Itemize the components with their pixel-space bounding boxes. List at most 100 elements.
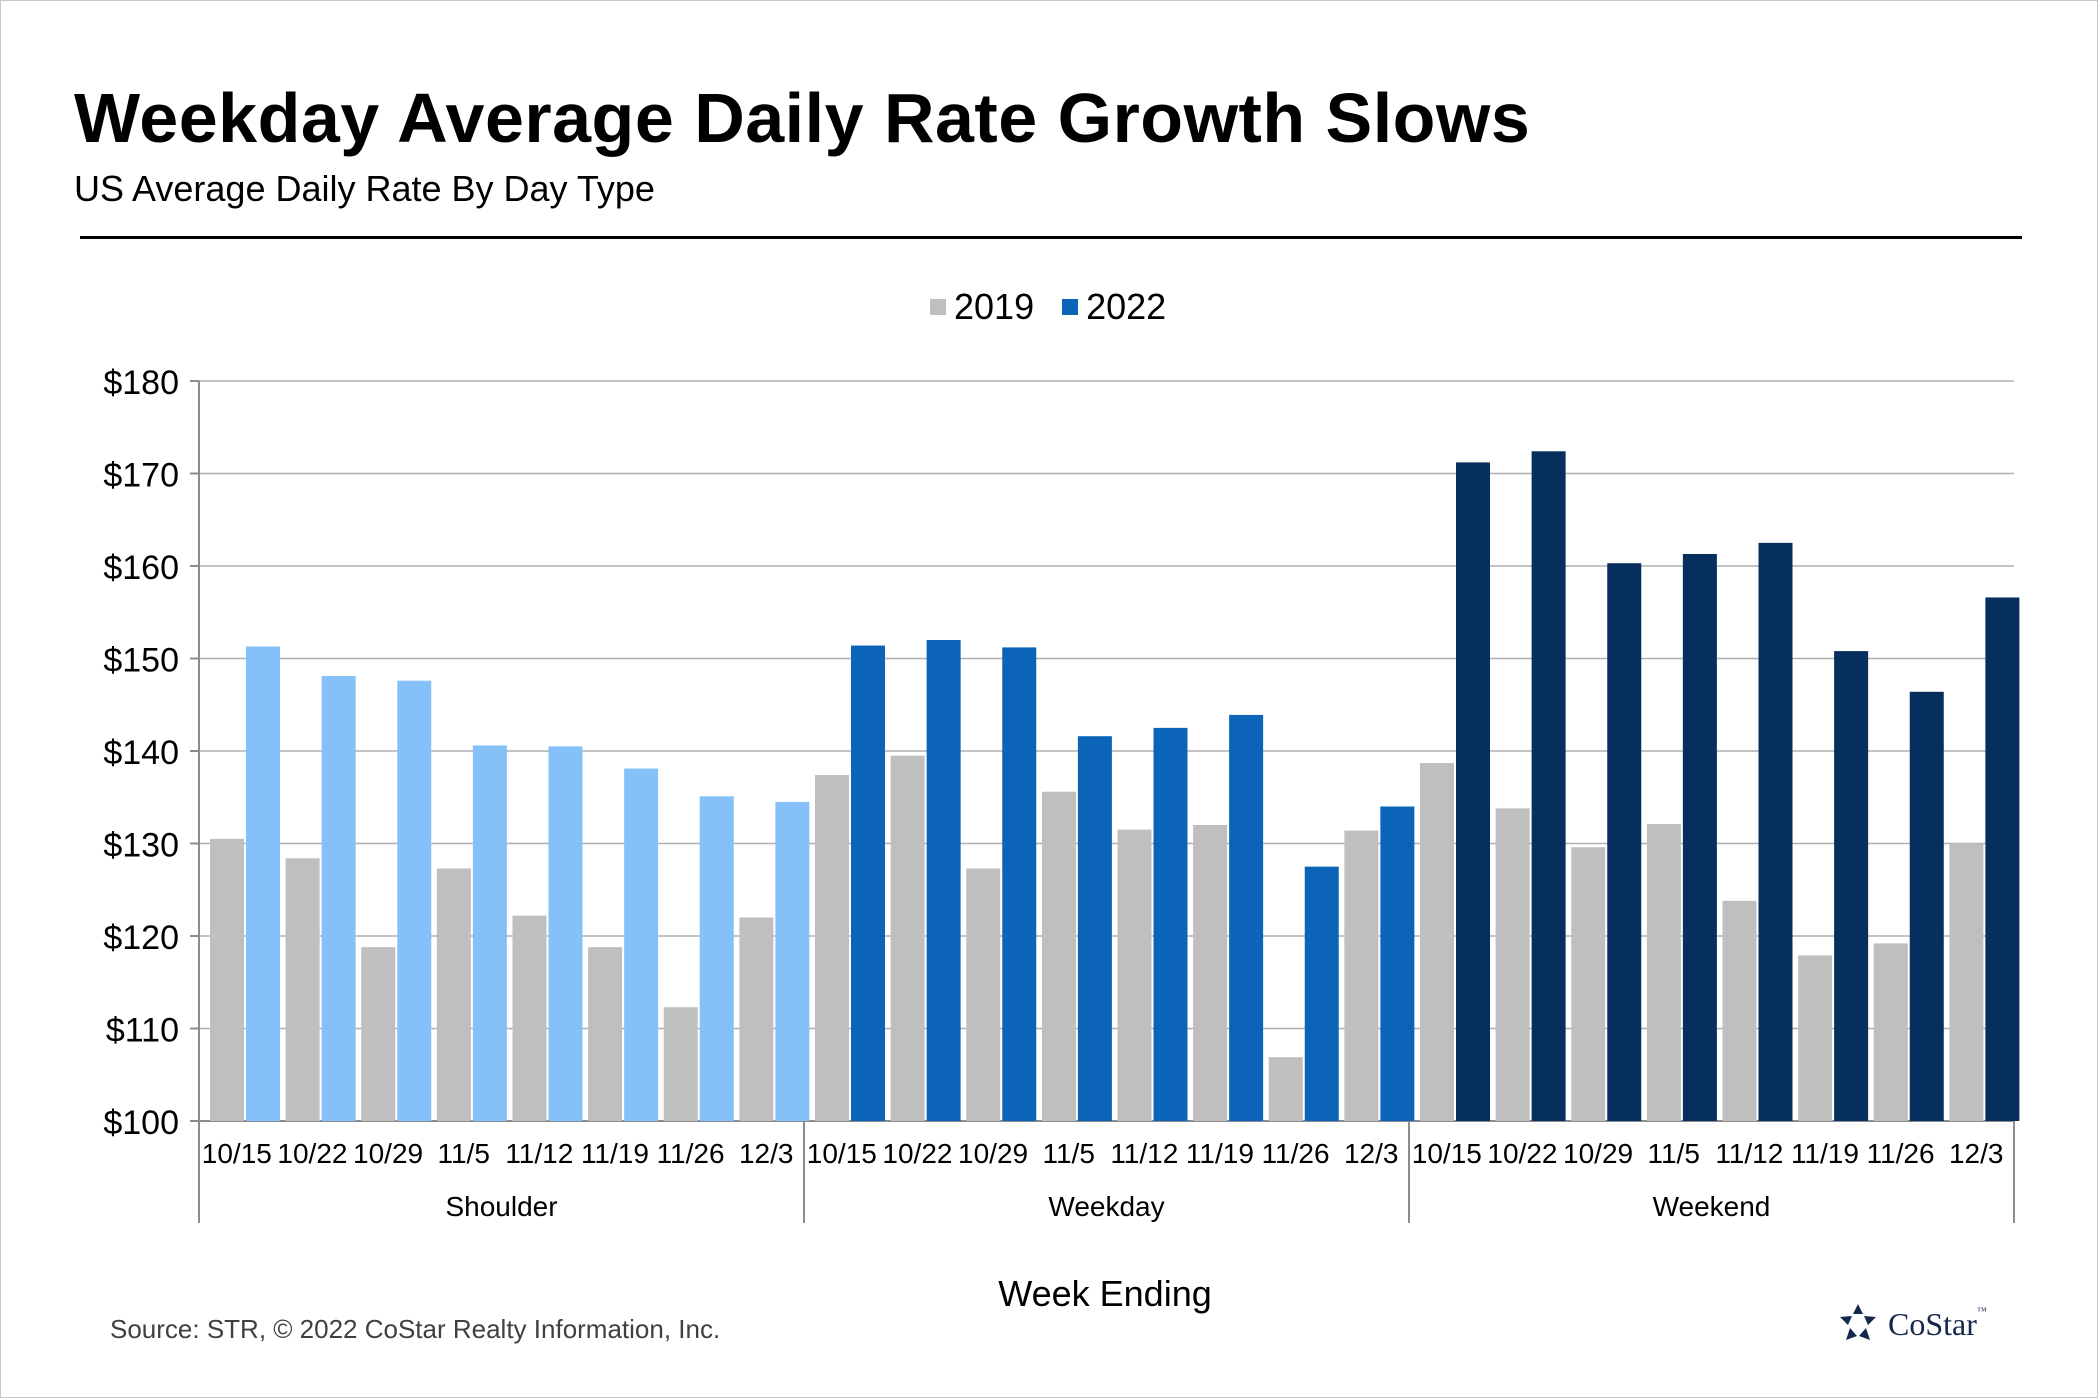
- bar-2019: [285, 858, 320, 1121]
- bar-2022: [1909, 691, 1944, 1121]
- source-note: Source: STR, © 2022 CoStar Realty Inform…: [110, 1314, 721, 1344]
- bar-2022: [1077, 736, 1112, 1121]
- bar-2019: [1722, 900, 1757, 1121]
- bar-2022: [472, 745, 507, 1121]
- legend-label-2019: 2019: [954, 286, 1035, 327]
- bar-2019: [1117, 829, 1152, 1121]
- bar-2022: [1531, 451, 1566, 1121]
- bar-2022: [775, 801, 810, 1121]
- x-tick-label: 10/29: [353, 1138, 423, 1169]
- group-label: Weekend: [1653, 1191, 1771, 1222]
- bar-2019: [1420, 763, 1454, 1121]
- y-tick-label: $170: [103, 457, 179, 495]
- x-tick-label: 10/29: [1563, 1138, 1633, 1169]
- y-tick-label: $150: [103, 642, 179, 680]
- bar-2019: [210, 838, 244, 1121]
- x-tick-label: 11/19: [1186, 1138, 1254, 1169]
- logo-text: CoStar™: [1888, 1306, 1987, 1343]
- bar-2022: [1758, 542, 1793, 1121]
- x-tick-label: 11/5: [437, 1138, 489, 1169]
- x-tick-label: 11/12: [1715, 1138, 1783, 1169]
- title-divider: [80, 236, 2022, 239]
- bar-2019: [739, 917, 774, 1121]
- legend-item-2019: 2019: [930, 286, 1034, 328]
- bar-2019: [815, 775, 849, 1121]
- x-tick-label: 10/22: [882, 1138, 952, 1169]
- bar-2022: [1380, 806, 1415, 1121]
- bar-2019: [1344, 830, 1379, 1121]
- bar-2019: [1646, 824, 1681, 1121]
- x-tick-label: 11/19: [581, 1138, 649, 1169]
- legend: 2019 2022: [930, 286, 1194, 328]
- costar-star-icon: [1840, 1304, 1876, 1340]
- legend-label-2022: 2022: [1086, 286, 1167, 327]
- legend-swatch-2019: [930, 299, 946, 315]
- y-tick-label: $180: [103, 364, 179, 402]
- legend-swatch-2022: [1062, 299, 1079, 315]
- x-tick-label: 11/26: [1262, 1138, 1330, 1169]
- bar-2019: [1495, 808, 1530, 1121]
- chart-title: Weekday Average Daily Rate Growth Slows: [74, 79, 1531, 157]
- bar-2022: [926, 640, 961, 1121]
- x-tick-label: 11/12: [505, 1138, 573, 1169]
- bar-2019: [1193, 825, 1228, 1121]
- logo-name: CoStar: [1888, 1305, 1977, 1342]
- bar-2019: [1798, 955, 1833, 1121]
- x-tick-label: 10/29: [958, 1138, 1028, 1169]
- x-tick-label: 11/19: [1791, 1138, 1859, 1169]
- bar-2022: [321, 676, 356, 1121]
- logo-tm: ™: [1976, 1305, 1987, 1317]
- bar-2019: [1873, 943, 1908, 1121]
- y-tick-label: $160: [103, 549, 179, 587]
- x-tick-label: 10/22: [1487, 1138, 1557, 1169]
- bar-2022: [851, 645, 885, 1121]
- x-tick-label: 10/22: [277, 1138, 347, 1169]
- bar-2022: [1607, 563, 1642, 1121]
- bar-2022: [1985, 597, 2020, 1121]
- x-tick-label: 12/3: [739, 1138, 794, 1169]
- group-label: Weekday: [1048, 1191, 1164, 1222]
- y-tick-label: $130: [103, 827, 179, 865]
- bar-2022: [1834, 651, 1869, 1121]
- bar-2022: [1229, 714, 1264, 1121]
- bar-2022: [1682, 553, 1717, 1121]
- x-tick-label: 11/5: [1647, 1138, 1699, 1169]
- x-tick-label: 11/26: [1867, 1138, 1935, 1169]
- group-label: Shoulder: [445, 1191, 557, 1222]
- bar-2022: [246, 646, 280, 1121]
- bar-2022: [699, 796, 734, 1121]
- chart-subtitle: US Average Daily Rate By Day Type: [74, 168, 655, 209]
- costar-logo: CoStar™: [1836, 1302, 1987, 1346]
- bar-2019: [1571, 847, 1606, 1121]
- bar-2019: [1041, 791, 1076, 1121]
- bar-2019: [1949, 843, 1984, 1121]
- y-tick-label: $140: [103, 734, 179, 772]
- bar-2019: [966, 868, 1001, 1121]
- bar-2022: [1153, 727, 1188, 1121]
- y-tick-label: $120: [103, 919, 179, 957]
- bar-2022: [548, 746, 583, 1121]
- bar-2019: [1268, 1057, 1303, 1121]
- bar-2019: [588, 947, 623, 1121]
- bar-2019: [663, 1007, 698, 1121]
- bar-2022: [1304, 866, 1339, 1121]
- x-tick-label: 11/26: [657, 1138, 725, 1169]
- legend-item-2022: 2022: [1062, 286, 1166, 328]
- x-tick-label: 10/15: [202, 1138, 272, 1169]
- x-tick-label: 10/15: [807, 1138, 877, 1169]
- y-tick-label: $110: [106, 1012, 179, 1050]
- x-axis-title: Week Ending: [998, 1273, 1211, 1314]
- x-tick-label: 12/3: [1949, 1138, 2004, 1169]
- bar-2019: [436, 868, 471, 1121]
- x-tick-label: 11/12: [1110, 1138, 1178, 1169]
- x-tick-label: 11/5: [1042, 1138, 1094, 1169]
- bar-2022: [624, 768, 659, 1121]
- x-tick-label: 10/15: [1412, 1138, 1482, 1169]
- y-tick-label: $100: [103, 1104, 179, 1142]
- bar-2022: [397, 680, 432, 1121]
- bar-2019: [890, 755, 925, 1121]
- x-tick-label: 12/3: [1344, 1138, 1399, 1169]
- bar-2019: [361, 947, 396, 1121]
